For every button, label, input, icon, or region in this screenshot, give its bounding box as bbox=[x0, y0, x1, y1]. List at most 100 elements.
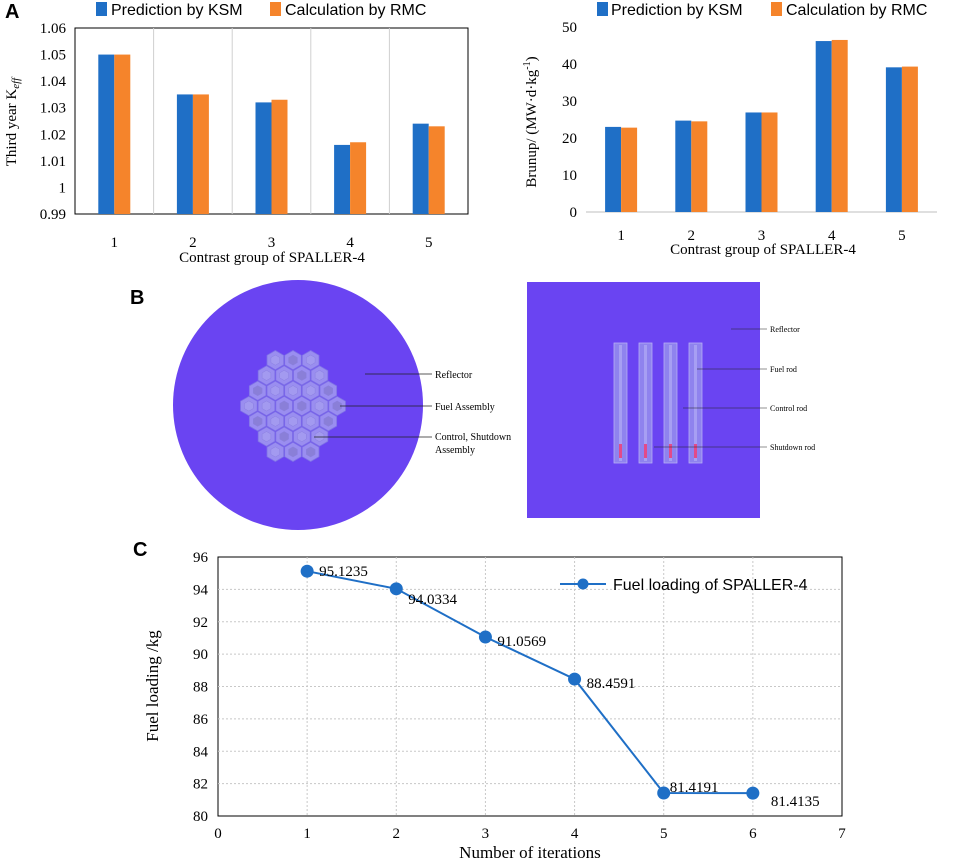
assembly-core bbox=[253, 415, 263, 427]
burnup-legend-rmc-swatch bbox=[771, 2, 782, 16]
fuel-x-tick-label: 3 bbox=[482, 826, 490, 842]
y-tick-label: 1.05 bbox=[40, 48, 66, 64]
burnup-legend-ksm-label: Prediction by KSM bbox=[611, 2, 743, 19]
y-tick-label: 0.99 bbox=[40, 207, 66, 223]
keff-legend-rmc-swatch bbox=[270, 2, 281, 16]
assembly-core bbox=[261, 400, 272, 412]
y-tick-label: 1.02 bbox=[40, 127, 66, 143]
keff-legend-ksm-swatch bbox=[96, 2, 107, 16]
assembly-core bbox=[279, 400, 289, 412]
ksm-bar-2 bbox=[176, 94, 193, 214]
assembly-core bbox=[332, 400, 342, 412]
assembly-core bbox=[323, 415, 333, 427]
assembly-core bbox=[270, 415, 280, 427]
burnup-y-axis: 0 10 20 30 40 50 bbox=[562, 20, 577, 221]
y-tick-label: 40 bbox=[562, 57, 577, 73]
shutdown-rod-label: Shutdown rod bbox=[770, 443, 815, 452]
fuel-data-label-5: 81.4191 bbox=[670, 780, 719, 796]
y-tick-label: 30 bbox=[562, 94, 577, 110]
keff-grid bbox=[153, 28, 390, 214]
rmc-bar-1 bbox=[621, 127, 638, 212]
x-tick-label-3: 3 bbox=[758, 228, 766, 244]
fuel-series-line bbox=[306, 570, 753, 795]
assembly-core bbox=[314, 370, 325, 381]
right-reflector-label: Reflector bbox=[770, 325, 800, 334]
fuel-y-axis-title: Fuel loading /kg bbox=[143, 630, 162, 742]
fuel-point-4 bbox=[568, 672, 582, 686]
burnup-y-axis-title-end: ) bbox=[524, 56, 540, 61]
ksm-bar-4 bbox=[815, 41, 832, 213]
rmc-bar-1 bbox=[114, 54, 131, 215]
fuel-data-label-6: 81.4135 bbox=[771, 794, 820, 810]
assembly-core bbox=[297, 400, 307, 412]
fuel-x-tick-label: 2 bbox=[393, 826, 401, 842]
y-tick-label: 50 bbox=[562, 20, 577, 36]
ksm-bar-5 bbox=[412, 123, 429, 214]
fuel-point-3 bbox=[478, 630, 492, 644]
keff-legend-ksm-label: Prediction by KSM bbox=[111, 2, 243, 19]
assembly-core bbox=[297, 370, 307, 381]
rmc-bar-2 bbox=[691, 121, 708, 212]
assembly-core bbox=[279, 370, 289, 381]
y-tick-label: 1.04 bbox=[40, 74, 67, 90]
fuel-legend-label: Fuel loading of SPALLER-4 bbox=[613, 577, 808, 594]
assembly-core bbox=[314, 431, 325, 442]
y-tick-label: 1.01 bbox=[40, 154, 66, 170]
fuel-y-tick-label: 96 bbox=[193, 550, 209, 566]
fuel-x-tick-label: 5 bbox=[660, 826, 668, 842]
fuel-series-points bbox=[300, 564, 760, 800]
rod-2 bbox=[644, 345, 647, 461]
assembly-core bbox=[244, 400, 254, 412]
assembly-core bbox=[288, 385, 298, 397]
keff-bar-chart: 0.99 1 1.01 1.02 1.03 1.04 1.05 1.06 1 2 3 4 5 Pred… bbox=[4, 2, 469, 266]
keff-y-axis-title: Third year Keff bbox=[4, 76, 22, 166]
x-tick-label-3: 3 bbox=[268, 235, 276, 251]
assembly-core bbox=[306, 354, 316, 366]
fuel-y-tick-label: 80 bbox=[193, 809, 208, 825]
fuel-x-tick-label: 4 bbox=[571, 826, 579, 842]
burnup-x-axis: 1 2 3 4 5 bbox=[617, 228, 905, 244]
ksm-bar-2 bbox=[675, 120, 692, 212]
shutdown-rod-segment-3 bbox=[669, 444, 672, 458]
fuel-x-tick-label: 7 bbox=[838, 826, 846, 842]
ksm-bar-5 bbox=[885, 67, 902, 212]
assembly-core bbox=[306, 446, 316, 458]
shutdown-rod-segment-1 bbox=[619, 444, 622, 458]
rod-3 bbox=[669, 345, 672, 461]
fuel-y-tick-label: 82 bbox=[193, 777, 208, 793]
rod-4 bbox=[694, 345, 697, 461]
x-tick-label-4: 4 bbox=[828, 228, 836, 244]
fuel-data-label-2: 94.0334 bbox=[408, 592, 457, 608]
assembly-core bbox=[306, 415, 316, 427]
x-tick-label-4: 4 bbox=[346, 235, 354, 251]
y-tick-label: 10 bbox=[562, 168, 577, 184]
shutdown-rod-segment-2 bbox=[644, 444, 647, 458]
fuel-point-6 bbox=[746, 786, 760, 800]
fuel-point-2 bbox=[389, 582, 403, 596]
x-tick-label-2: 2 bbox=[189, 235, 197, 251]
fuel-rod-label: Fuel rod bbox=[770, 365, 797, 374]
left-reflector-label: Reflector bbox=[435, 370, 473, 381]
assembly-core bbox=[288, 354, 298, 366]
fuel-data-label-4: 88.4591 bbox=[587, 676, 636, 692]
burnup-bar-chart: 0 10 20 30 40 50 1 2 3 4 5 Prediction by KSM Calc… bbox=[522, 2, 937, 258]
assembly-core bbox=[323, 385, 333, 397]
burnup-x-axis-title: Contrast group of SPALLER-4 bbox=[670, 242, 856, 258]
fuel-y-tick-label: 92 bbox=[193, 615, 208, 631]
fuel-x-tick-label: 0 bbox=[214, 826, 222, 842]
x-tick-label-1: 1 bbox=[111, 235, 119, 251]
fuel-y-tick-label: 90 bbox=[193, 647, 208, 663]
burnup-legend-ksm-swatch bbox=[597, 2, 608, 16]
fuel-grid bbox=[218, 557, 842, 816]
fuel-x-tick-label: 6 bbox=[749, 826, 757, 842]
assembly-core bbox=[261, 370, 272, 381]
assembly-core bbox=[270, 354, 280, 366]
rmc-bar-3 bbox=[271, 99, 288, 214]
fuel-y-tick-label: 84 bbox=[193, 744, 209, 760]
keff-legend-rmc-label: Calculation by RMC bbox=[285, 2, 426, 19]
core-cross-section: Reflector Fuel Assembly Control, Shutdow… bbox=[173, 280, 511, 530]
burnup-y-axis-title-sup: -1 bbox=[522, 61, 533, 69]
fuel-y-tick-label: 86 bbox=[193, 712, 209, 728]
fuel-data-label-1: 95.1235 bbox=[319, 564, 368, 580]
fuel-x-axis: 0 1 2 3 4 5 6 7 bbox=[214, 826, 846, 842]
